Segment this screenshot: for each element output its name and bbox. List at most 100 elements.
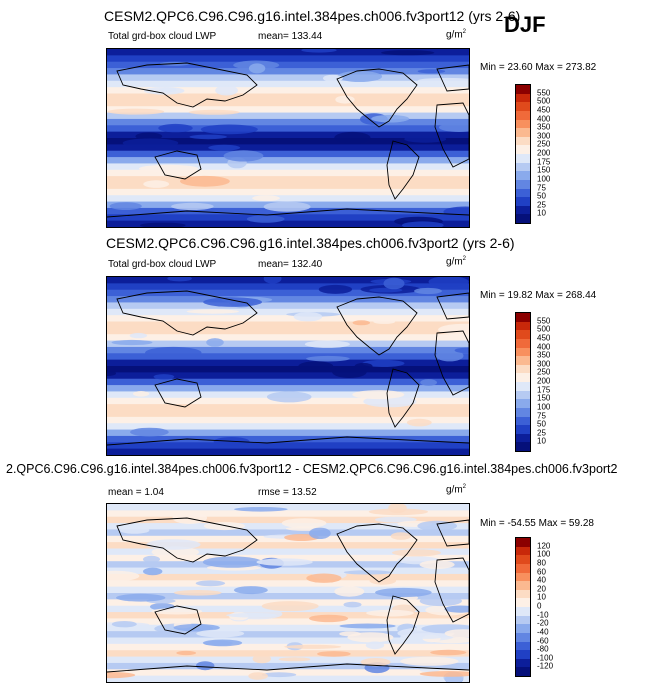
- panel3-field: [107, 504, 469, 682]
- field-anomaly: [430, 649, 467, 656]
- colorbar-cell: [516, 128, 530, 137]
- colorbar-label: 300: [537, 359, 551, 369]
- colorbar-cell: [516, 179, 530, 189]
- field-band: [107, 410, 469, 418]
- colorbar-cell: [516, 407, 530, 417]
- field-band: [107, 580, 469, 588]
- field-anomaly: [202, 639, 243, 647]
- field-anomaly: [203, 297, 262, 307]
- field-band: [107, 385, 469, 393]
- field-band: [107, 163, 469, 171]
- colorbar-cell: [516, 589, 530, 599]
- field-anomaly: [256, 558, 313, 566]
- field-band: [107, 61, 469, 69]
- colorbar-label: 250: [537, 367, 551, 377]
- field-band: [107, 618, 469, 626]
- field-anomaly: [143, 555, 160, 563]
- colorbar-label: 100: [537, 549, 551, 559]
- colorbar-label: 200: [537, 148, 551, 158]
- colorbar-cell: [516, 390, 530, 400]
- field-anomaly: [107, 570, 140, 582]
- coastline: [107, 436, 469, 446]
- panel2-map: [106, 276, 470, 456]
- field-band: [107, 366, 469, 373]
- field-band: [107, 315, 469, 323]
- colorbar-cell: [516, 615, 530, 625]
- panel3-mean: mean = 1.04: [108, 487, 164, 498]
- coastline: [154, 605, 202, 635]
- field-anomaly: [417, 77, 469, 83]
- field-anomaly: [401, 221, 444, 227]
- colorbar-cell: [516, 416, 530, 426]
- colorbar-cell: [516, 563, 530, 573]
- field-anomaly: [167, 277, 192, 282]
- field-band: [107, 510, 469, 518]
- colorbar-cell: [516, 154, 530, 163]
- field-band: [107, 593, 469, 600]
- colorbar-cell: [516, 338, 530, 348]
- colorbar-label: 150: [537, 165, 551, 175]
- field-anomaly: [130, 427, 169, 437]
- colorbar-cell: [516, 330, 530, 339]
- colorbar-label: -60: [537, 636, 549, 645]
- field-anomaly: [208, 144, 241, 151]
- colorbar-cell: [516, 399, 530, 408]
- colorbar-label: 25: [537, 428, 546, 438]
- field-anomaly: [281, 518, 327, 528]
- colorbar-cell: [516, 546, 530, 556]
- field-anomaly: [180, 175, 230, 187]
- colorbar-label: -100: [537, 653, 554, 663]
- field-anomaly: [111, 339, 153, 346]
- field-band: [107, 448, 469, 455]
- field-band: [107, 548, 469, 556]
- field-anomaly: [226, 613, 278, 618]
- field-anomaly: [375, 516, 417, 523]
- field-anomaly: [366, 609, 414, 617]
- colorbar-label: 400: [537, 114, 551, 123]
- panel3-map: [106, 503, 470, 683]
- colorbar-label: -80: [537, 644, 549, 654]
- field-band: [107, 283, 469, 291]
- colorbar-label: 20: [537, 584, 546, 594]
- colorbar-label: 40: [537, 575, 546, 585]
- colorbar-label: 175: [537, 157, 551, 167]
- colorbar-label: 500: [537, 324, 551, 334]
- field-band: [107, 340, 469, 348]
- colorbar-cell: [516, 425, 530, 434]
- field-anomaly: [444, 629, 469, 638]
- field-band: [107, 296, 469, 304]
- field-band: [107, 112, 469, 120]
- field-anomaly: [159, 87, 177, 93]
- colorbar-label: 60: [537, 567, 546, 576]
- field-anomaly: [261, 601, 319, 612]
- field-anomaly: [143, 567, 163, 576]
- field-anomaly: [266, 391, 312, 403]
- field-band: [107, 429, 469, 437]
- colorbar-cell: [516, 364, 530, 374]
- field-band: [107, 442, 469, 450]
- field-band: [107, 523, 469, 531]
- field-anomaly: [172, 512, 208, 524]
- colorbar-cell: [516, 555, 530, 564]
- field-anomaly: [252, 195, 280, 202]
- field-band: [107, 302, 469, 310]
- field-anomaly: [111, 621, 137, 628]
- field-anomaly: [400, 656, 459, 666]
- panel1-title: CESM2.QPC6.C96.C96.g16.intel.384pes.ch00…: [104, 8, 521, 24]
- field-anomaly: [107, 108, 165, 115]
- coastline: [436, 64, 469, 92]
- field-anomaly: [365, 641, 385, 650]
- colorbar-cell: [516, 119, 530, 129]
- field-band: [107, 118, 469, 126]
- field-band: [107, 157, 469, 165]
- coastline: [436, 292, 469, 320]
- colorbar-label: 80: [537, 558, 546, 568]
- field-anomaly: [173, 623, 220, 632]
- field-anomaly: [454, 347, 469, 354]
- panel1-mean: mean= 133.44: [258, 31, 323, 42]
- coastline: [386, 595, 420, 655]
- coastline: [336, 296, 418, 356]
- coastline: [154, 378, 202, 408]
- colorbar-label: 400: [537, 342, 551, 351]
- field-anomaly: [362, 359, 405, 367]
